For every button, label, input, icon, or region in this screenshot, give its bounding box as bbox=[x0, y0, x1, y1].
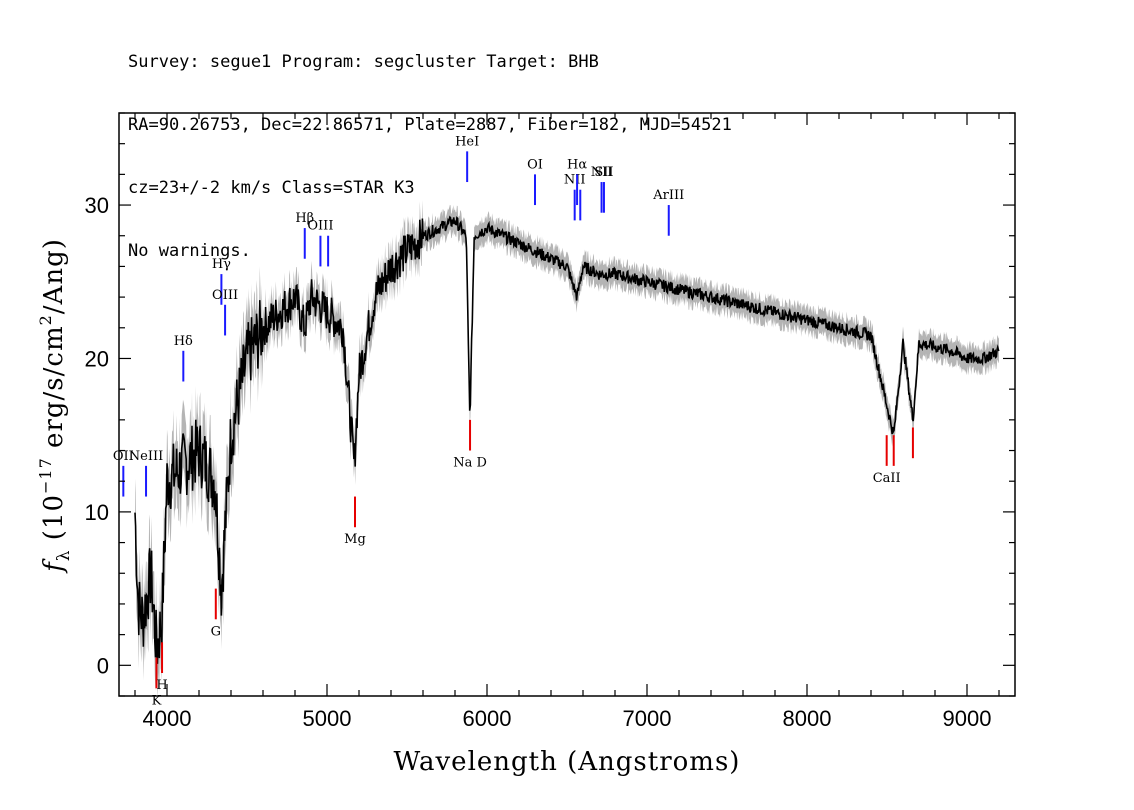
emission-line-label: OIII bbox=[212, 288, 238, 303]
emission-line-label: HeI bbox=[455, 134, 479, 149]
y-axis-sub: λ bbox=[54, 549, 74, 561]
header-warnings-line: No warnings. bbox=[128, 241, 251, 261]
error-band bbox=[135, 200, 999, 698]
emission-line-label: NII bbox=[564, 173, 586, 188]
absorption-line-label: H bbox=[156, 678, 167, 693]
y-axis-exp2: 2 bbox=[36, 314, 55, 325]
absorption-line-label: CaII bbox=[873, 471, 901, 486]
x-tick-label: 5000 bbox=[303, 706, 352, 731]
emission-line-label: Hβ bbox=[295, 211, 314, 226]
emission-line-label: Hδ bbox=[174, 334, 193, 349]
y-axis-title: fλ (10−17 erg/s/cm2/Ang) bbox=[36, 238, 74, 574]
absorption-line-label: Mg bbox=[344, 532, 366, 547]
y-axis-part1: (10 bbox=[39, 494, 69, 550]
emission-line-label: Hγ bbox=[212, 257, 231, 272]
flux-line bbox=[134, 215, 1000, 664]
y-tick-label: 20 bbox=[85, 346, 109, 371]
emission-line-label: OIII bbox=[307, 219, 333, 234]
y-axis-flam: f bbox=[39, 558, 69, 574]
emission-line-label: SII bbox=[594, 165, 613, 180]
axis-ticks: 4000 5000 6000 7000 8000 9000 0 10 20 30 bbox=[85, 112, 1015, 731]
absorption-line-label: K bbox=[152, 693, 162, 708]
flux-series bbox=[134, 215, 1000, 664]
x-axis-title: Wavelength (Angstroms) bbox=[394, 747, 741, 777]
header-coordinates-line: RA=90.26753, Dec=22.86571, Plate=2887, F… bbox=[128, 115, 732, 135]
spectral-line-markers: OIINeIIIHδHγOIIIHβOIIIHeIOINIIHαNIISIIAr… bbox=[113, 134, 914, 708]
y-tick-label: 30 bbox=[85, 193, 109, 218]
emission-line-label: OI bbox=[527, 157, 543, 172]
x-tick-label: 7000 bbox=[623, 706, 672, 731]
spectrum-header: Survey: segue1 Program: segcluster Targe… bbox=[128, 10, 732, 283]
absorption-line-label: G bbox=[211, 624, 221, 639]
x-tick-label: 8000 bbox=[783, 706, 832, 731]
x-tick-label: 4000 bbox=[143, 706, 192, 731]
emission-line-label: NeIII bbox=[129, 449, 163, 464]
emission-line-label: Hα bbox=[567, 157, 587, 172]
emission-line-label: OII bbox=[113, 449, 134, 464]
y-axis-part3: /Ang) bbox=[39, 238, 69, 314]
header-survey-line: Survey: segue1 Program: segcluster Targe… bbox=[128, 52, 599, 72]
flux-error-area bbox=[135, 200, 999, 698]
header-redshift-line: cz=23+/-2 km/s Class=STAR K3 bbox=[128, 178, 415, 198]
y-axis-exp1: −17 bbox=[36, 457, 55, 494]
x-tick-label: 9000 bbox=[943, 706, 992, 731]
x-tick-label: 6000 bbox=[463, 706, 512, 731]
emission-line-label: ArIII bbox=[652, 188, 684, 203]
emission-line-label: NII bbox=[591, 165, 613, 180]
plot-frame bbox=[118, 112, 1016, 697]
y-tick-label: 10 bbox=[85, 500, 109, 525]
absorption-line-label: Na D bbox=[453, 456, 487, 471]
y-tick-label: 0 bbox=[97, 653, 109, 678]
y-axis-part2: erg/s/cm bbox=[39, 325, 69, 457]
